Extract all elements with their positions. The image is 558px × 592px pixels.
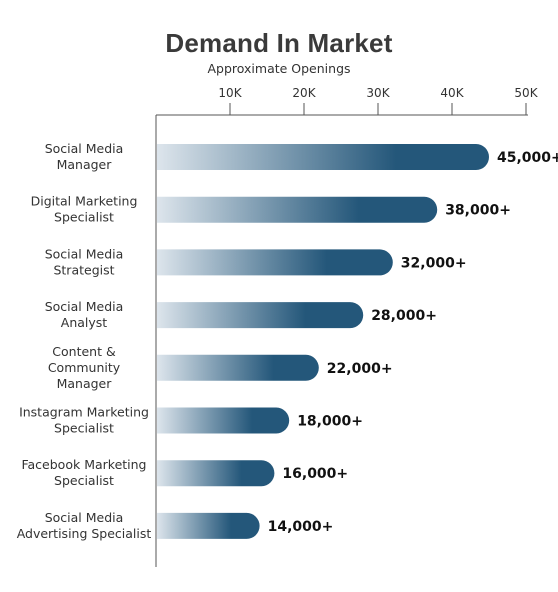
category-label: Social Media Analyst <box>45 299 124 330</box>
category-label: Content & Community Manager <box>48 344 121 391</box>
bar <box>157 407 290 434</box>
category-label: Social Media Advertising Specialist <box>17 510 152 541</box>
x-axis: 10K 20K 30K 40K 50K <box>156 86 539 116</box>
bar <box>157 460 275 487</box>
data-label: 28,000+ <box>371 308 437 324</box>
data-label: 18,000+ <box>297 414 363 430</box>
data-labels: 45,000+ 38,000+ 32,000+ 28,000+ 22,000+ 18,00… <box>268 150 558 535</box>
bar <box>157 144 489 170</box>
data-label: 22,000+ <box>327 361 393 377</box>
data-label: 16,000+ <box>282 466 348 482</box>
category-label: Social Media Strategist <box>45 246 124 277</box>
chart-subtitle: Approximate Openings <box>207 61 351 76</box>
category-label: Instagram Marketing Specialist <box>19 405 149 436</box>
category-labels: Social Media Manager Digital Marketing Spec… <box>17 141 152 541</box>
data-label: 38,000+ <box>445 203 511 219</box>
data-label: 32,000+ <box>401 255 467 271</box>
category-label: Social Media Manager <box>45 141 124 172</box>
bar <box>157 196 438 223</box>
bar <box>157 249 393 276</box>
data-label: 14,000+ <box>268 519 334 535</box>
x-tick-label: 40K <box>440 86 464 100</box>
category-label: Digital Marketing Specialist <box>31 194 138 225</box>
x-tick-label: 50K <box>514 86 538 100</box>
category-label: Facebook Marketing Specialist <box>21 457 146 488</box>
x-tick-label: 10K <box>218 86 242 100</box>
bar <box>157 512 260 539</box>
chart-title: Demand In Market <box>165 28 393 58</box>
bar <box>157 302 364 329</box>
bar <box>157 354 319 381</box>
x-tick-label: 30K <box>366 86 390 100</box>
bars <box>157 144 489 539</box>
data-label: 45,000+ <box>497 150 558 166</box>
x-tick-label: 20K <box>292 86 316 100</box>
